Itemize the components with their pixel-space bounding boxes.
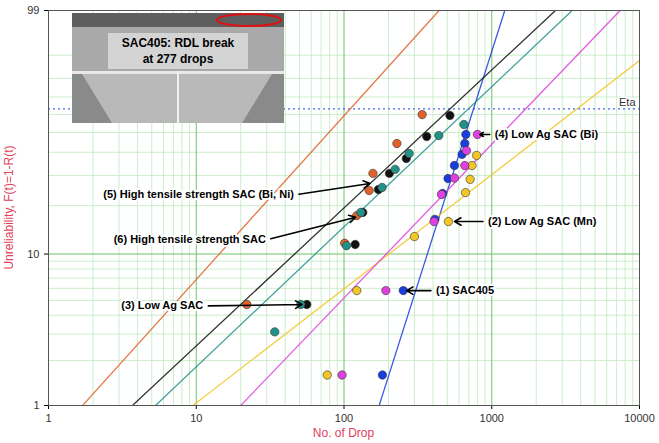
- svg-text:(4) Low Ag SAC (Bi): (4) Low Ag SAC (Bi): [495, 128, 599, 140]
- svg-text:100: 100: [335, 412, 353, 424]
- svg-text:Eta: Eta: [619, 95, 636, 107]
- svg-text:1000: 1000: [480, 412, 504, 424]
- svg-text:(5) High tensile strength SAC: (5) High tensile strength SAC (Bi, Ni): [103, 188, 294, 200]
- svg-text:Unreliability, F(t)=1-R(t): Unreliability, F(t)=1-R(t): [2, 145, 16, 269]
- svg-text:(3) Low Ag SAC: (3) Low Ag SAC: [121, 299, 203, 311]
- svg-text:at 277 drops: at 277 drops: [143, 52, 214, 66]
- svg-text:1: 1: [33, 399, 39, 411]
- svg-text:10000: 10000: [624, 412, 655, 424]
- svg-text:10: 10: [27, 248, 39, 260]
- svg-text:SAC405: RDL break: SAC405: RDL break: [122, 36, 235, 50]
- svg-text:No. of Drop: No. of Drop: [313, 426, 375, 440]
- svg-text:(1) SAC405: (1) SAC405: [436, 284, 494, 296]
- svg-text:(2) Low Ag SAC (Mn): (2) Low Ag SAC (Mn): [488, 215, 597, 227]
- svg-text:10: 10: [190, 412, 202, 424]
- svg-text:(6) High tensile strength SAC: (6) High tensile strength SAC: [114, 233, 266, 245]
- svg-text:99: 99: [27, 4, 39, 16]
- svg-text:1: 1: [45, 412, 51, 424]
